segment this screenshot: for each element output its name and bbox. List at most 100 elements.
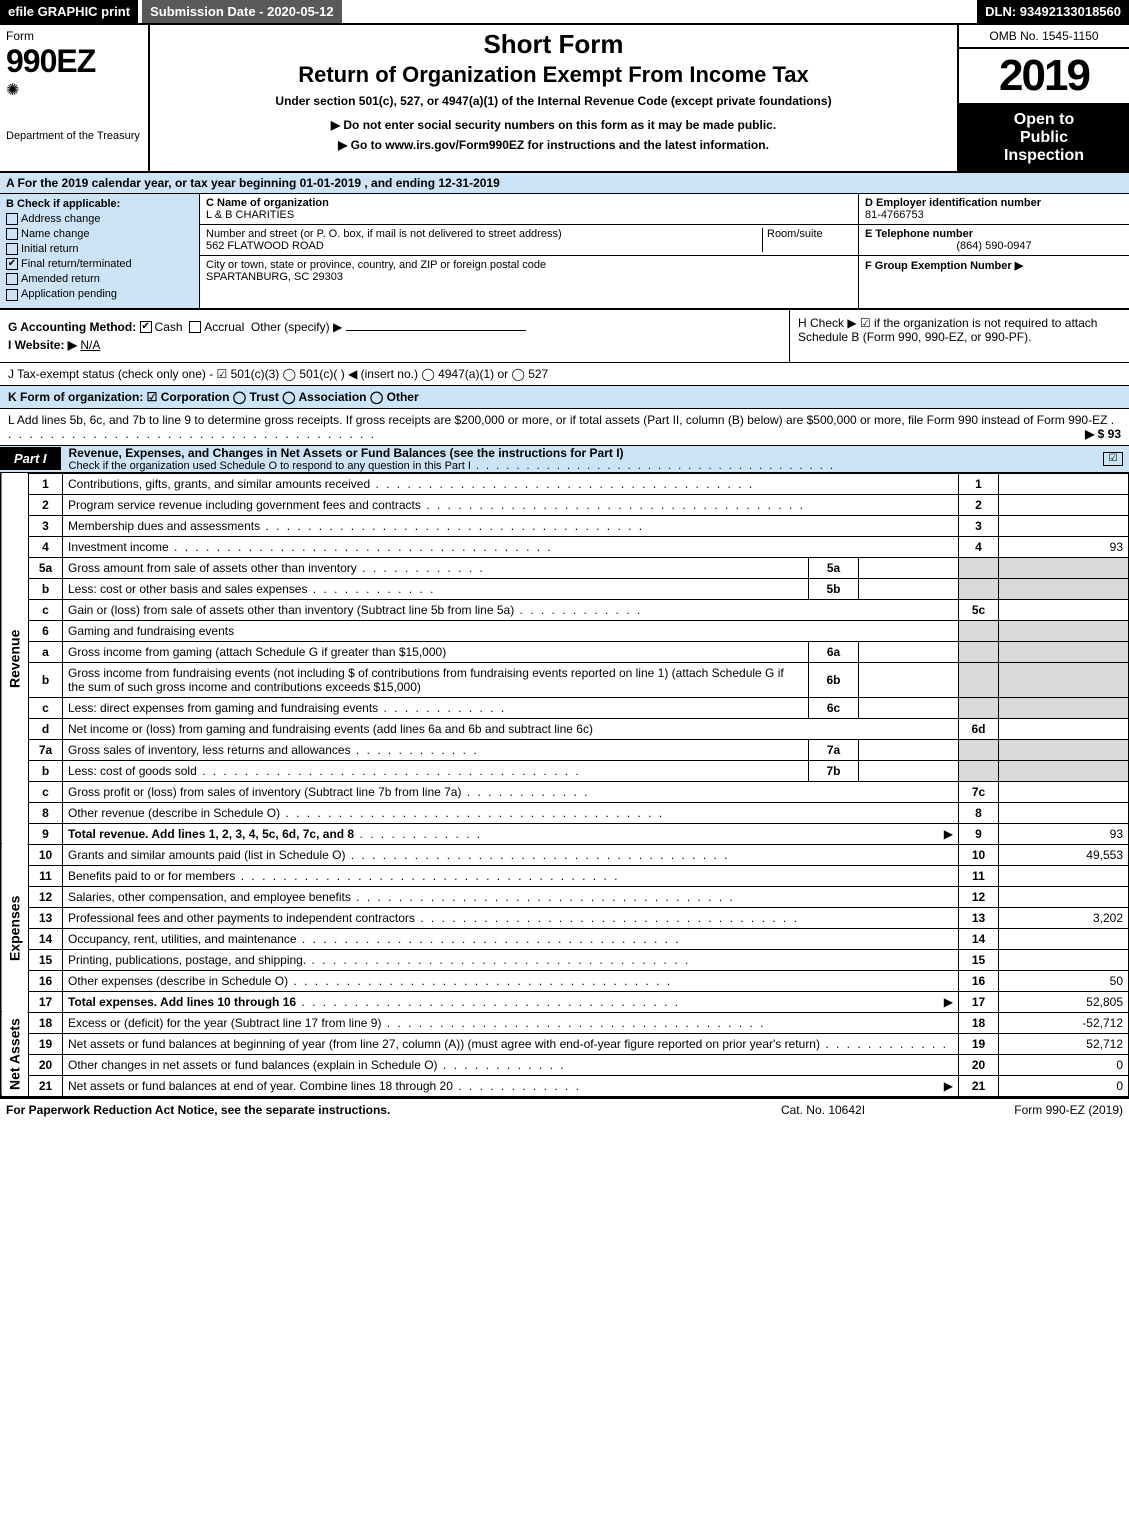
line-1-col: 1 [959, 473, 999, 494]
line-6b-subval [859, 662, 959, 697]
org-name-row: C Name of organization L & B CHARITIES [200, 194, 858, 225]
line-19-val: 52,712 [999, 1033, 1129, 1054]
line-7a-num: 7a [29, 739, 63, 760]
open-line-1: Open to [963, 111, 1125, 129]
line-6d: d Net income or (loss) from gaming and f… [1, 718, 1129, 739]
shade-cell [959, 697, 999, 718]
line-5b-num: b [29, 578, 63, 599]
dots-icon [197, 764, 581, 778]
shade-cell [959, 641, 999, 662]
line-6c-sub: 6c [809, 697, 859, 718]
dots-icon [297, 932, 681, 946]
line-9: 9 Total revenue. Add lines 1, 2, 3, 4, 5… [1, 823, 1129, 844]
part-1-title: Revenue, Expenses, and Changes in Net As… [61, 446, 1103, 472]
chk-accrual[interactable] [189, 321, 201, 333]
box-g: G Accounting Method: ✔Cash Accrual Other… [8, 320, 781, 334]
part-1-header: Part I Revenue, Expenses, and Changes in… [0, 446, 1129, 473]
line-6-desc: Gaming and fundraising events [68, 624, 234, 638]
line-5c: c Gain or (loss) from sale of assets oth… [1, 599, 1129, 620]
dots-icon [370, 477, 754, 491]
chk-application-pending[interactable]: Application pending [6, 288, 193, 300]
line-12-col: 12 [959, 886, 999, 907]
website-label: I Website: ▶ [8, 338, 77, 352]
line-13-num: 13 [29, 907, 63, 928]
header-right: OMB No. 1545-1150 2019 Open to Public In… [959, 25, 1129, 171]
line-1-desc: Contributions, gifts, grants, and simila… [68, 477, 370, 491]
chk-amended-return[interactable]: Amended return [6, 273, 193, 285]
line-14-val [999, 928, 1129, 949]
shade-cell [959, 578, 999, 599]
form-of-org: K Form of organization: ☑ Corporation ◯ … [8, 390, 419, 404]
chk-name-change-label: Name change [21, 228, 90, 240]
dots-icon [235, 869, 619, 883]
goto-link[interactable]: ▶ Go to www.irs.gov/Form990EZ for instru… [160, 138, 947, 152]
shade-cell [999, 739, 1129, 760]
line-5b: b Less: cost or other basis and sales ex… [1, 578, 1129, 599]
box-j: J Tax-exempt status (check only one) - ☑… [0, 363, 1129, 386]
line-6b-sub: 6b [809, 662, 859, 697]
seal-icon: ✺ [6, 80, 142, 100]
chk-name-change[interactable]: Name change [6, 228, 193, 240]
line-1-num: 1 [29, 473, 63, 494]
line-7b-sub: 7b [809, 760, 859, 781]
line-5a-desc: Gross amount from sale of assets other t… [68, 561, 357, 575]
chk-address-change-label: Address change [21, 213, 101, 225]
line-16: 16 Other expenses (describe in Schedule … [1, 970, 1129, 991]
shade-cell [999, 697, 1129, 718]
line-20-num: 20 [29, 1054, 63, 1075]
line-11-val [999, 865, 1129, 886]
cash-label: Cash [155, 320, 183, 334]
omb-number: OMB No. 1545-1150 [959, 25, 1129, 49]
line-10: Expenses 10 Grants and similar amounts p… [1, 844, 1129, 865]
box-h: H Check ▶ ☑ if the organization is not r… [789, 310, 1129, 362]
submission-date-label: Submission Date - 2020-05-12 [142, 0, 342, 23]
box-h-text: H Check ▶ ☑ if the organization is not r… [798, 316, 1097, 344]
line-19-desc: Net assets or fund balances at beginning… [68, 1037, 820, 1051]
dots-icon [820, 1037, 948, 1051]
line-18-val: -52,712 [999, 1012, 1129, 1033]
line-7b: b Less: cost of goods sold 7b [1, 760, 1129, 781]
dots-icon [354, 827, 482, 841]
org-name-value: L & B CHARITIES [206, 209, 294, 221]
chk-address-change[interactable]: Address change [6, 213, 193, 225]
line-8: 8 Other revenue (describe in Schedule O)… [1, 802, 1129, 823]
dots-icon [453, 1079, 581, 1093]
chk-initial-return[interactable]: Initial return [6, 243, 193, 255]
dots-icon [351, 890, 735, 904]
phone-label: E Telephone number [865, 228, 973, 240]
chk-final-return-label: Final return/terminated [21, 258, 132, 270]
dots-icon [471, 460, 835, 472]
revenue-side-label: Revenue [1, 473, 29, 844]
dots-icon [288, 974, 672, 988]
efile-print-label[interactable]: efile GRAPHIC print [0, 0, 138, 23]
line-9-val: 93 [999, 823, 1129, 844]
org-name-label: C Name of organization [206, 197, 329, 209]
addr-value: 562 FLATWOOD ROAD [206, 240, 324, 252]
line-16-val: 50 [999, 970, 1129, 991]
line-9-num: 9 [29, 823, 63, 844]
other-specify-input[interactable] [346, 330, 526, 331]
line-12-val [999, 886, 1129, 907]
shade-cell [999, 760, 1129, 781]
line-19-col: 19 [959, 1033, 999, 1054]
line-5a-sub: 5a [809, 557, 859, 578]
part-1-schedule-o-checkbox[interactable]: ☑ [1103, 452, 1123, 466]
other-specify-label: Other (specify) ▶ [251, 320, 342, 334]
part-1-title-text: Revenue, Expenses, and Changes in Net As… [69, 446, 624, 460]
dln-label: DLN: 93492133018560 [977, 0, 1129, 23]
line-7b-desc: Less: cost of goods sold [68, 764, 197, 778]
ein-label: D Employer identification number [865, 197, 1041, 209]
line-15: 15 Printing, publications, postage, and … [1, 949, 1129, 970]
line-15-col: 15 [959, 949, 999, 970]
dots-icon [438, 1058, 566, 1072]
arrow-icon: ▶ [944, 995, 953, 1009]
line-16-desc: Other expenses (describe in Schedule O) [68, 974, 288, 988]
chk-cash[interactable]: ✔ [140, 321, 152, 333]
line-17-num: 17 [29, 991, 63, 1012]
line-7a: 7a Gross sales of inventory, less return… [1, 739, 1129, 760]
line-9-col: 9 [959, 823, 999, 844]
line-21-desc: Net assets or fund balances at end of ye… [68, 1079, 453, 1093]
line-20: 20 Other changes in net assets or fund b… [1, 1054, 1129, 1075]
chk-final-return[interactable]: ✔Final return/terminated [6, 258, 193, 270]
netassets-side-label: Net Assets [1, 1012, 29, 1096]
